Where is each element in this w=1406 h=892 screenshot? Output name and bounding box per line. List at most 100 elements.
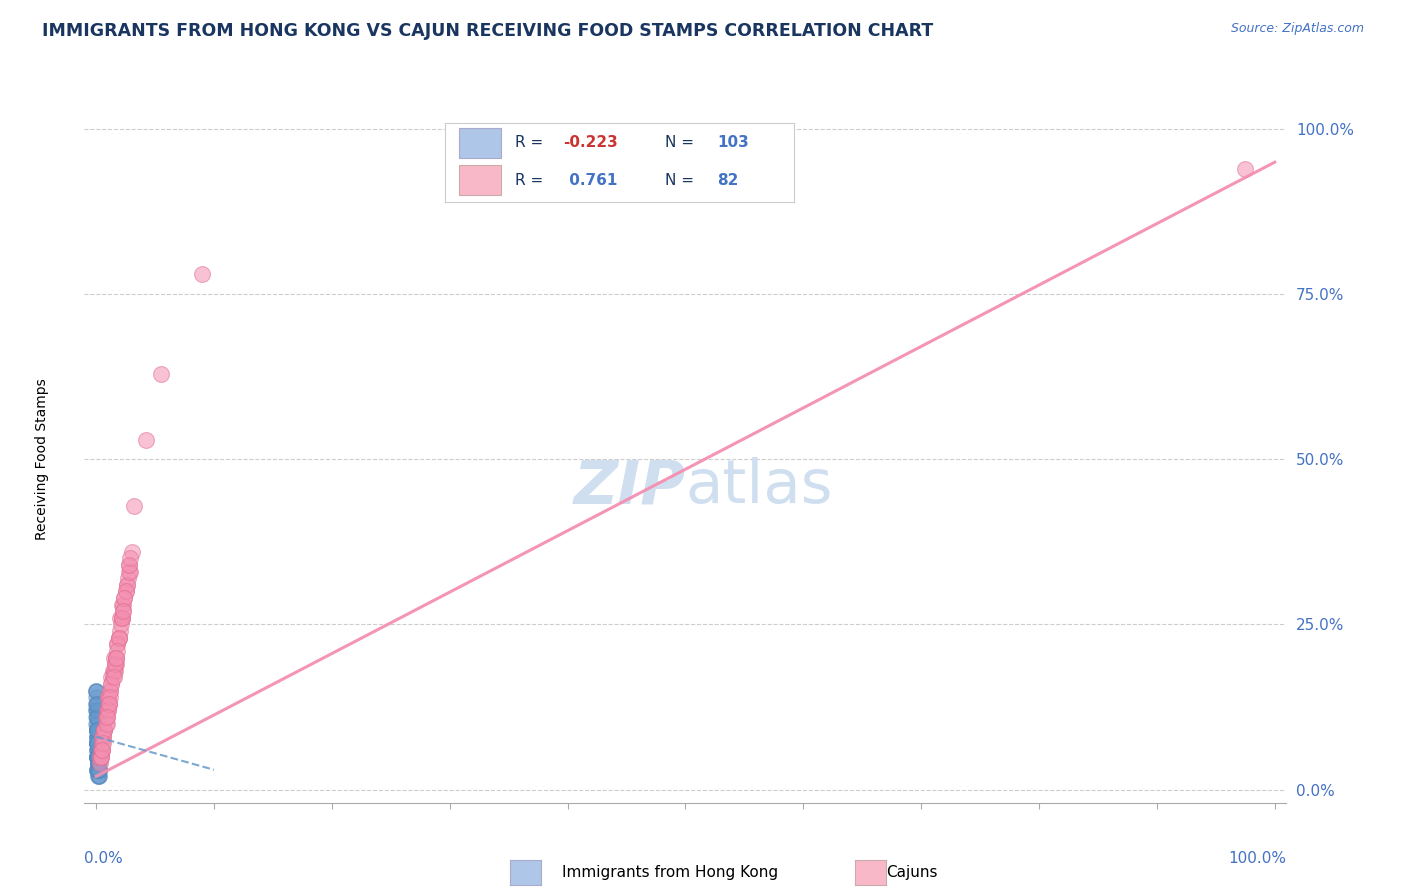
- Point: [86, 749, 108, 764]
- Point: [87, 763, 110, 777]
- Point: [87, 763, 110, 777]
- Point: [87, 743, 110, 757]
- Point: [87, 756, 110, 771]
- Point: [86, 710, 108, 724]
- Point: [87, 769, 110, 783]
- Text: 0.761: 0.761: [564, 173, 617, 188]
- Point: [89, 749, 111, 764]
- Point: [101, 664, 124, 678]
- Point: [103, 650, 125, 665]
- Point: [118, 565, 141, 579]
- Point: [87, 756, 110, 771]
- Point: [87, 763, 110, 777]
- Point: [111, 611, 134, 625]
- Point: [86, 697, 108, 711]
- Point: [86, 749, 108, 764]
- Point: [87, 763, 110, 777]
- Point: [103, 670, 125, 684]
- Point: [96, 710, 118, 724]
- Point: [87, 763, 110, 777]
- Point: [87, 749, 110, 764]
- Text: 100.0%: 100.0%: [1229, 851, 1286, 866]
- Text: R =: R =: [515, 173, 543, 188]
- Point: [86, 683, 108, 698]
- Text: atlas: atlas: [686, 458, 832, 516]
- Text: 82: 82: [717, 173, 738, 188]
- Point: [87, 749, 110, 764]
- Point: [91, 730, 114, 744]
- Point: [86, 749, 108, 764]
- Point: [86, 769, 108, 783]
- Point: [111, 598, 134, 612]
- Point: [87, 763, 110, 777]
- Point: [86, 703, 108, 717]
- Point: [86, 736, 108, 750]
- Point: [111, 611, 134, 625]
- Point: [86, 710, 108, 724]
- Point: [86, 730, 108, 744]
- Point: [103, 664, 125, 678]
- Point: [86, 736, 108, 750]
- Point: [87, 756, 110, 771]
- Text: IMMIGRANTS FROM HONG KONG VS CAJUN RECEIVING FOOD STAMPS CORRELATION CHART: IMMIGRANTS FROM HONG KONG VS CAJUN RECEI…: [42, 22, 934, 40]
- Point: [105, 650, 128, 665]
- Bar: [458, 128, 501, 158]
- Point: [86, 736, 108, 750]
- Point: [86, 756, 108, 771]
- Point: [91, 743, 114, 757]
- Point: [114, 591, 135, 605]
- Point: [112, 604, 135, 618]
- Point: [87, 763, 110, 777]
- Point: [135, 433, 157, 447]
- Point: [90, 743, 112, 757]
- Point: [105, 644, 128, 658]
- Point: [86, 730, 108, 744]
- Point: [86, 723, 108, 738]
- Point: [115, 578, 138, 592]
- Point: [87, 723, 110, 738]
- Point: [110, 617, 132, 632]
- Point: [98, 697, 121, 711]
- Point: [86, 723, 108, 738]
- Point: [87, 749, 110, 764]
- Point: [96, 710, 118, 724]
- Point: [149, 367, 172, 381]
- Point: [87, 743, 110, 757]
- Point: [117, 571, 139, 585]
- Text: N =: N =: [665, 173, 693, 188]
- Point: [91, 730, 114, 744]
- Point: [96, 716, 118, 731]
- Text: Source: ZipAtlas.com: Source: ZipAtlas.com: [1230, 22, 1364, 36]
- Point: [115, 578, 138, 592]
- Point: [111, 611, 134, 625]
- Point: [98, 697, 121, 711]
- Point: [86, 736, 108, 750]
- Point: [87, 743, 110, 757]
- Point: [86, 716, 108, 731]
- Point: [86, 749, 108, 764]
- Point: [86, 723, 108, 738]
- Point: [87, 736, 110, 750]
- Point: [86, 730, 108, 744]
- Point: [86, 736, 108, 750]
- Point: [86, 723, 108, 738]
- Point: [86, 743, 108, 757]
- Point: [86, 749, 108, 764]
- Point: [86, 723, 108, 738]
- Point: [86, 730, 108, 744]
- Point: [107, 631, 129, 645]
- Point: [87, 763, 110, 777]
- Point: [87, 749, 110, 764]
- Point: [97, 703, 120, 717]
- Point: [86, 736, 108, 750]
- Point: [114, 584, 136, 599]
- Point: [86, 697, 108, 711]
- Point: [86, 723, 108, 738]
- Point: [87, 756, 110, 771]
- Point: [86, 703, 108, 717]
- Point: [86, 736, 108, 750]
- Point: [86, 697, 108, 711]
- Point: [97, 690, 120, 705]
- Point: [118, 558, 141, 572]
- Point: [105, 650, 128, 665]
